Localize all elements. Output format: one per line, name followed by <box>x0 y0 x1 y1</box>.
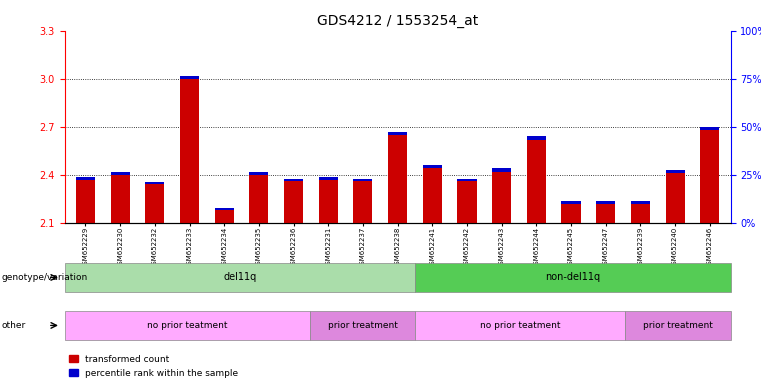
Bar <box>492 168 511 172</box>
Bar <box>596 201 615 204</box>
Bar <box>319 177 338 180</box>
Text: prior treatment: prior treatment <box>328 321 397 330</box>
Bar <box>353 179 372 181</box>
Bar <box>319 180 338 223</box>
Bar <box>110 175 129 223</box>
Bar <box>180 76 199 79</box>
Bar <box>76 177 95 180</box>
Text: genotype/variation: genotype/variation <box>2 273 88 282</box>
Text: del11q: del11q <box>223 272 256 283</box>
Bar <box>700 127 719 130</box>
Bar <box>145 184 164 223</box>
Bar <box>666 173 685 223</box>
Bar <box>215 210 234 223</box>
Text: other: other <box>2 321 26 330</box>
Bar <box>457 181 476 223</box>
Bar <box>457 179 476 181</box>
Bar <box>596 204 615 223</box>
Bar <box>527 139 546 223</box>
Bar <box>423 168 442 223</box>
Text: prior treatment: prior treatment <box>643 321 713 330</box>
Bar <box>562 201 581 204</box>
Text: no prior teatment: no prior teatment <box>480 321 561 330</box>
Title: GDS4212 / 1553254_at: GDS4212 / 1553254_at <box>317 14 478 28</box>
Text: no prior teatment: no prior teatment <box>147 321 228 330</box>
Bar <box>180 79 199 223</box>
Bar <box>492 172 511 223</box>
Legend: transformed count, percentile rank within the sample: transformed count, percentile rank withi… <box>69 355 239 377</box>
Bar <box>388 132 407 135</box>
Bar <box>250 175 269 223</box>
Bar <box>76 180 95 223</box>
Bar <box>527 136 546 139</box>
Bar <box>250 172 269 175</box>
Bar <box>388 135 407 223</box>
Bar <box>284 181 303 223</box>
Bar <box>631 201 650 204</box>
Bar <box>666 170 685 173</box>
Bar <box>353 181 372 223</box>
Bar <box>562 204 581 223</box>
Bar <box>631 204 650 223</box>
Bar <box>110 172 129 175</box>
Bar <box>423 165 442 168</box>
Bar <box>700 130 719 223</box>
Bar <box>145 182 164 184</box>
Text: non-del11q: non-del11q <box>546 272 600 283</box>
Bar <box>284 179 303 181</box>
Bar <box>215 207 234 210</box>
